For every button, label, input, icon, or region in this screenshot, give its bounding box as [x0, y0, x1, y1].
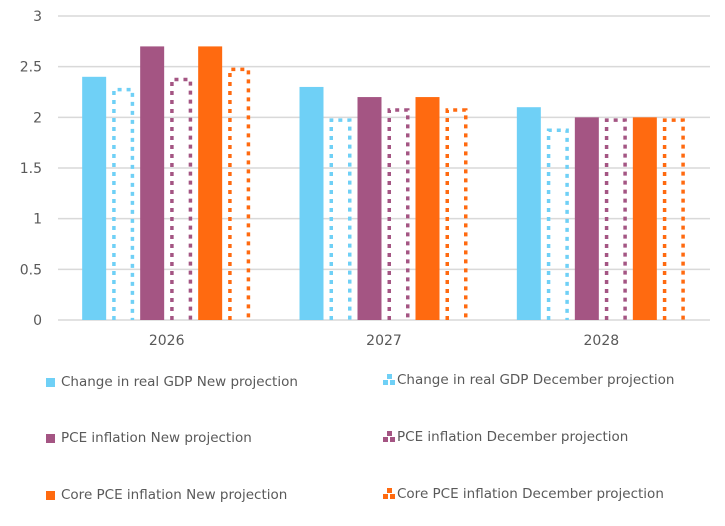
bar-change-in-real-gdp-december-projection-2028: [546, 128, 569, 320]
bar-core-pce-inflation-new-projection-2026: [198, 46, 223, 321]
bar-core-pce-inflation-december-projection-2028: [662, 118, 685, 320]
bar-outline: [546, 128, 569, 320]
bar-change-in-real-gdp-new-projection-2028: [516, 107, 541, 320]
bar-outline: [329, 118, 352, 320]
legend-swatch-pce-december: [383, 431, 395, 443]
y-tick-label: 3: [33, 9, 42, 25]
legend-swatch-core-pce-december: [383, 488, 395, 500]
bar-outline: [662, 118, 685, 320]
bar-pce-inflation-december-projection-2027: [387, 108, 410, 320]
y-tick-label: 0: [33, 313, 42, 329]
bar-core-pce-inflation-new-projection-2028: [632, 117, 657, 320]
legend-label: Core PCE inflation New projection: [61, 487, 288, 503]
legend-item-core-pce-december[interactable]: Core PCE inflation December projection: [383, 486, 664, 502]
legend-swatch-gdp-new: [46, 377, 55, 387]
x-tick-label: 2027: [366, 333, 402, 349]
legend-item-gdp-december[interactable]: Change in real GDP December projection: [383, 372, 674, 388]
legend-swatch-gdp-december: [383, 374, 395, 386]
legend-label: Change in real GDP December projection: [397, 372, 675, 388]
bar-outline: [228, 67, 251, 320]
legend-label: PCE inflation New projection: [61, 430, 252, 446]
legend-swatch-core-pce-new: [46, 490, 55, 500]
bar-outline: [112, 87, 135, 320]
bar-core-pce-inflation-december-projection-2027: [445, 108, 468, 320]
y-tick-label: 0.5: [20, 262, 42, 278]
bar-change-in-real-gdp-new-projection-2027: [299, 86, 324, 320]
bar-pce-inflation-december-projection-2026: [170, 77, 193, 320]
bar-pce-inflation-new-projection-2026: [140, 46, 165, 321]
y-tick-label: 2.5: [20, 60, 42, 76]
bar-pce-inflation-new-projection-2027: [357, 97, 382, 320]
y-axis-ticks: 0 0.5 1 1.5 2 2.5 3: [20, 9, 42, 329]
legend-item-pce-december[interactable]: PCE inflation December projection: [383, 429, 628, 445]
legend-label: Core PCE inflation December projection: [397, 486, 664, 502]
bar-core-pce-inflation-december-projection-2026: [228, 67, 251, 320]
legend-item-core-pce-new[interactable]: Core PCE inflation New projection: [46, 487, 287, 503]
bar-change-in-real-gdp-december-projection-2026: [112, 87, 135, 320]
legend-item-gdp-new[interactable]: Change in real GDP New projection: [46, 374, 298, 390]
bar-core-pce-inflation-new-projection-2027: [415, 97, 440, 320]
x-axis-ticks: 2026 2027 2028: [149, 333, 619, 349]
legend-swatch-pce-new: [46, 433, 55, 443]
bar-change-in-real-gdp-december-projection-2027: [329, 118, 352, 320]
bar-pce-inflation-new-projection-2028: [574, 117, 599, 320]
legend-label: Change in real GDP New projection: [61, 374, 298, 390]
bars: [82, 46, 685, 321]
y-tick-label: 2: [33, 110, 42, 126]
x-tick-label: 2028: [584, 333, 620, 349]
bar-change-in-real-gdp-new-projection-2026: [82, 76, 107, 320]
bar-pce-inflation-december-projection-2028: [604, 118, 627, 320]
x-tick-label: 2026: [149, 333, 185, 349]
bar-outline: [387, 108, 410, 320]
legend-label: PCE inflation December projection: [397, 429, 629, 445]
y-tick-label: 1: [33, 212, 42, 228]
bar-outline: [170, 77, 193, 320]
gridlines: [58, 15, 710, 321]
bar-outline: [604, 118, 627, 320]
y-tick-label: 1.5: [20, 161, 42, 177]
bar-outline: [445, 108, 468, 320]
legend-item-pce-new[interactable]: PCE inflation New projection: [46, 430, 252, 446]
